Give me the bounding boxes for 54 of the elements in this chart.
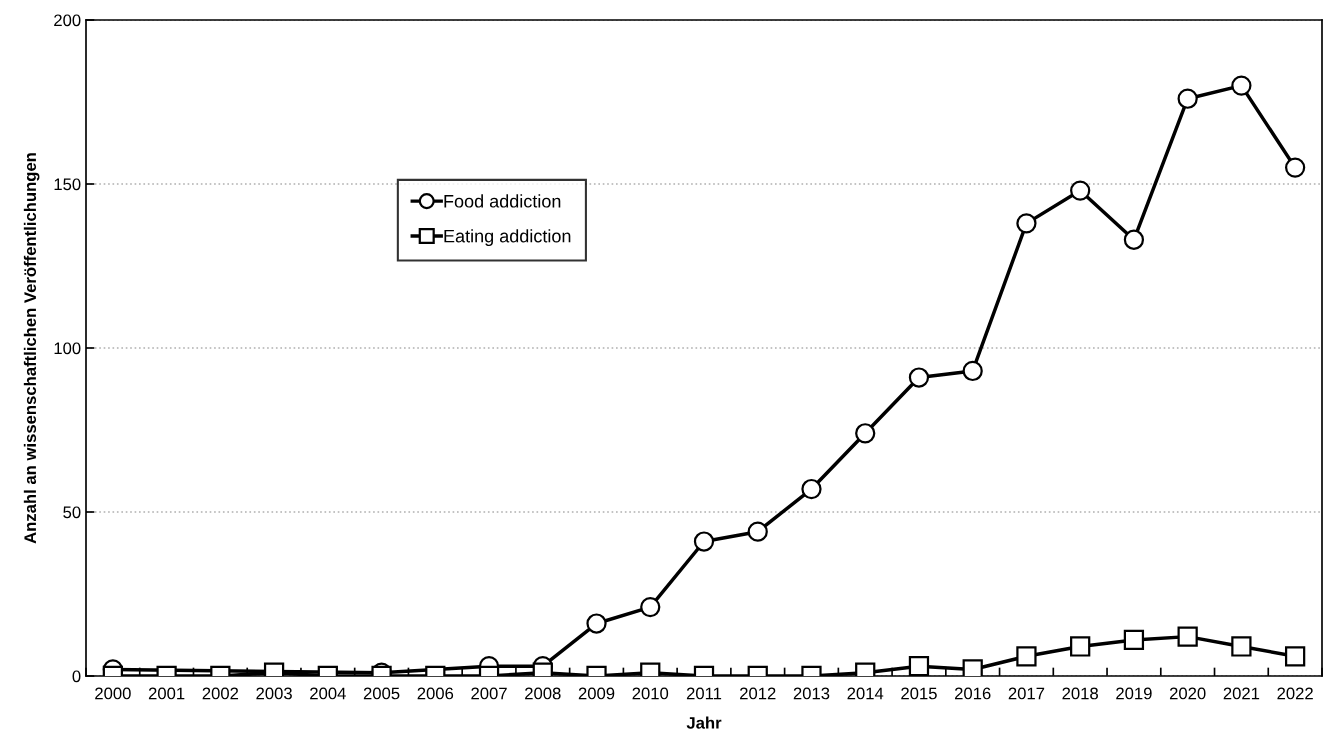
point (1016, 213, 1037, 234)
x-tick-label: 2012 (740, 687, 776, 700)
point (1177, 626, 1198, 647)
point (1123, 629, 1145, 651)
x-tick-label: 2007 (471, 687, 507, 700)
x-tick-label: 2002 (202, 687, 239, 700)
point (1070, 180, 1091, 201)
x-tick-label: 2015 (901, 687, 937, 700)
y-tick-label: 150 (54, 178, 81, 191)
x-tick-label: 2001 (148, 687, 185, 700)
x-tick-label: 2008 (525, 687, 561, 700)
x-tick-label: 2005 (363, 687, 400, 700)
point (1070, 636, 1091, 657)
point (908, 367, 930, 388)
x-tick-label: 2004 (310, 687, 346, 700)
point (693, 531, 715, 552)
x-tick-label: 2006 (417, 687, 454, 700)
y-axis-title: Anzahl an wissenschaftlichen Veröffentlichungen (23, 153, 40, 544)
x-tick-label: 2003 (256, 687, 292, 700)
x-tick-label: 2021 (1223, 687, 1260, 700)
x-tick-label: 2020 (1169, 687, 1206, 700)
y-tick-label: 200 (54, 14, 81, 27)
y-tick-label: 50 (63, 506, 81, 519)
x-tick-label: 2018 (1062, 687, 1098, 700)
point (801, 478, 822, 500)
point (1123, 229, 1145, 250)
x-tick-label: 2013 (793, 687, 830, 700)
point (1177, 88, 1198, 109)
x-tick-label: 2022 (1277, 687, 1313, 700)
x-tick-label: 2011 (686, 687, 722, 700)
point (962, 659, 983, 676)
point (1231, 636, 1252, 657)
x-tick-label: 2010 (632, 687, 669, 700)
point (586, 613, 607, 634)
x-tick-label: 2014 (847, 687, 884, 700)
point (962, 360, 983, 382)
x-tick-label: 2000 (95, 687, 131, 700)
x-axis-title: Jahr (686, 716, 722, 729)
y-tick-label: 0 (72, 670, 81, 683)
point (747, 521, 768, 542)
x-tick-label: 2019 (1116, 687, 1152, 700)
point (908, 656, 930, 676)
x-tick-label: 2017 (1008, 687, 1045, 700)
x-tick-label: 2009 (578, 687, 615, 700)
point (1284, 157, 1306, 178)
point (1231, 75, 1252, 96)
point (1016, 646, 1037, 667)
point (640, 596, 661, 618)
point (855, 423, 876, 444)
x-tick-label: 2016 (955, 687, 991, 700)
y-tick-label: 100 (54, 342, 81, 355)
point (1284, 646, 1306, 667)
legend-label: Food addiction (444, 194, 561, 208)
legend-label: Eating addiction (444, 229, 571, 247)
